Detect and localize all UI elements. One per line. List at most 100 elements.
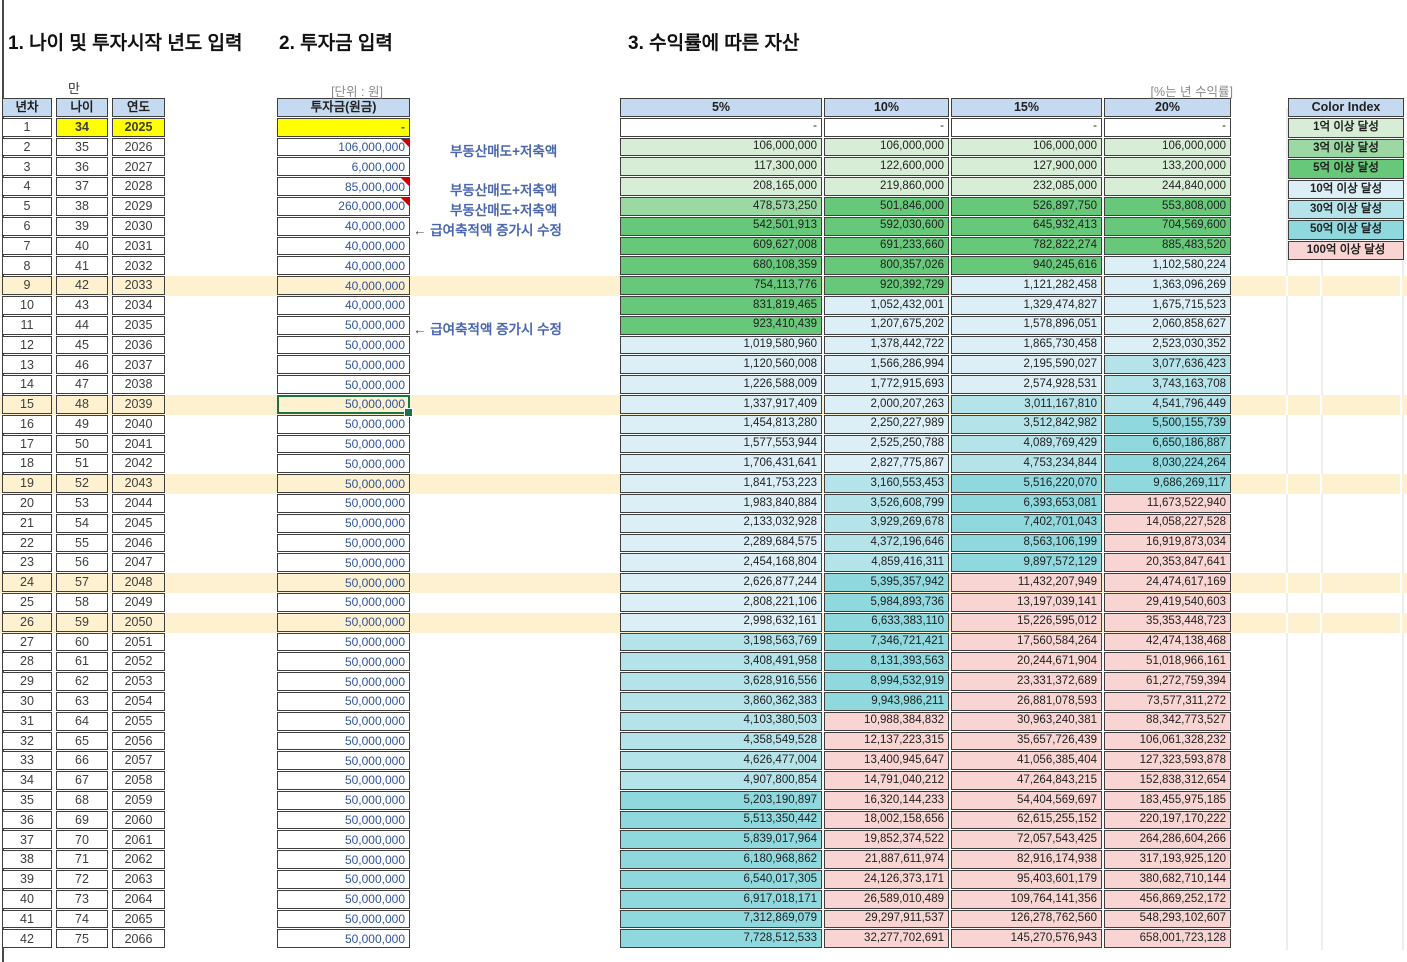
asset-value-cell[interactable]: 5,839,017,964 xyxy=(620,830,822,850)
age-cell[interactable]: 39 xyxy=(56,216,108,236)
year-number-cell[interactable]: 42 xyxy=(2,929,52,949)
calendar-year-cell[interactable]: 2032 xyxy=(112,256,165,276)
asset-value-cell[interactable]: 380,682,710,144 xyxy=(1104,870,1231,889)
investment-cell[interactable]: 85,000,000 xyxy=(277,177,410,196)
asset-value-cell[interactable]: 264,286,604,266 xyxy=(1104,830,1231,850)
calendar-year-cell[interactable]: 2030 xyxy=(112,216,165,236)
age-cell[interactable]: 62 xyxy=(56,672,108,691)
age-cell[interactable]: 67 xyxy=(56,771,108,790)
year-number-cell[interactable]: 8 xyxy=(2,256,52,276)
asset-value-cell[interactable]: 8,563,106,199 xyxy=(951,533,1102,553)
year-number-cell[interactable]: 11 xyxy=(2,315,52,335)
asset-value-cell[interactable]: 13,400,945,647 xyxy=(824,751,949,771)
asset-value-cell[interactable]: 4,089,769,429 xyxy=(951,434,1102,454)
year-number-cell[interactable]: 28 xyxy=(2,652,52,672)
calendar-year-cell[interactable]: 2059 xyxy=(112,790,165,810)
year-number-cell[interactable]: 10 xyxy=(2,295,52,315)
investment-cell[interactable]: - xyxy=(277,117,410,137)
investment-cell[interactable]: 50,000,000 xyxy=(277,711,410,731)
asset-value-cell[interactable]: 23,331,372,689 xyxy=(951,672,1102,691)
asset-value-cell[interactable]: 1,052,432,001 xyxy=(824,295,949,315)
investment-cell[interactable]: 50,000,000 xyxy=(277,771,410,790)
asset-value-cell[interactable]: 1,226,588,009 xyxy=(620,375,822,394)
year-number-cell[interactable]: 37 xyxy=(2,830,52,850)
asset-value-cell[interactable]: 7,728,512,533 xyxy=(620,929,822,949)
investment-cell[interactable]: 50,000,000 xyxy=(277,375,410,394)
asset-value-cell[interactable]: 127,323,593,878 xyxy=(1104,751,1231,771)
asset-value-cell[interactable]: 11,432,207,949 xyxy=(951,573,1102,592)
age-cell[interactable]: 45 xyxy=(56,335,108,355)
investment-cell[interactable]: 50,000,000 xyxy=(277,553,410,573)
asset-value-cell[interactable]: 183,455,975,185 xyxy=(1104,790,1231,810)
asset-value-cell[interactable]: 3,408,491,958 xyxy=(620,652,822,672)
year-number-cell[interactable]: 5 xyxy=(2,196,52,216)
asset-value-cell[interactable]: 1,577,553,944 xyxy=(620,434,822,454)
asset-value-cell[interactable]: 106,000,000 xyxy=(1104,137,1231,157)
asset-value-cell[interactable]: 3,011,167,810 xyxy=(951,394,1102,414)
asset-value-cell[interactable]: 106,000,000 xyxy=(824,137,949,157)
asset-value-cell[interactable]: 106,000,000 xyxy=(951,137,1102,157)
calendar-year-cell[interactable]: 2060 xyxy=(112,810,165,830)
age-cell[interactable]: 71 xyxy=(56,850,108,870)
calendar-year-cell[interactable]: 2031 xyxy=(112,236,165,256)
calendar-year-cell[interactable]: 2050 xyxy=(112,612,165,632)
calendar-year-cell[interactable]: 2054 xyxy=(112,691,165,711)
age-cell[interactable]: 46 xyxy=(56,355,108,375)
age-cell[interactable]: 50 xyxy=(56,434,108,454)
calendar-year-cell[interactable]: 2058 xyxy=(112,771,165,790)
asset-value-cell[interactable]: - xyxy=(1104,117,1231,137)
year-number-cell[interactable]: 29 xyxy=(2,672,52,691)
asset-value-cell[interactable]: 2,998,632,161 xyxy=(620,612,822,632)
asset-value-cell[interactable]: 691,233,660 xyxy=(824,236,949,256)
year-number-cell[interactable]: 1 xyxy=(2,117,52,137)
asset-value-cell[interactable]: 1,378,442,722 xyxy=(824,335,949,355)
asset-value-cell[interactable]: - xyxy=(951,117,1102,137)
age-cell[interactable]: 73 xyxy=(56,889,108,909)
asset-value-cell[interactable]: 4,541,796,449 xyxy=(1104,394,1231,414)
asset-value-cell[interactable]: 152,838,312,654 xyxy=(1104,771,1231,790)
year-number-cell[interactable]: 18 xyxy=(2,454,52,474)
calendar-year-cell[interactable]: 2056 xyxy=(112,731,165,751)
asset-value-cell[interactable]: 14,058,227,528 xyxy=(1104,513,1231,533)
asset-value-cell[interactable]: 526,897,750 xyxy=(951,196,1102,216)
asset-value-cell[interactable]: 12,137,223,315 xyxy=(824,731,949,751)
asset-value-cell[interactable]: 41,056,385,404 xyxy=(951,751,1102,771)
asset-value-cell[interactable]: 478,573,250 xyxy=(620,196,822,216)
asset-value-cell[interactable]: 122,600,000 xyxy=(824,157,949,177)
calendar-year-cell[interactable]: 2029 xyxy=(112,196,165,216)
asset-value-cell[interactable]: 8,994,532,919 xyxy=(824,672,949,691)
asset-value-cell[interactable]: 24,474,617,169 xyxy=(1104,573,1231,592)
asset-value-cell[interactable]: 4,859,416,311 xyxy=(824,553,949,573)
asset-value-cell[interactable]: 2,827,775,867 xyxy=(824,454,949,474)
asset-value-cell[interactable]: 13,197,039,141 xyxy=(951,592,1102,612)
calendar-year-cell[interactable]: 2041 xyxy=(112,434,165,454)
calendar-year-cell[interactable]: 2063 xyxy=(112,870,165,889)
asset-value-cell[interactable]: 754,113,776 xyxy=(620,276,822,295)
asset-value-cell[interactable]: 1,363,096,269 xyxy=(1104,276,1231,295)
calendar-year-cell[interactable]: 2027 xyxy=(112,157,165,177)
investment-cell[interactable]: 50,000,000 xyxy=(277,493,410,513)
year-number-cell[interactable]: 6 xyxy=(2,216,52,236)
calendar-year-cell[interactable]: 2052 xyxy=(112,652,165,672)
asset-value-cell[interactable]: 704,569,600 xyxy=(1104,216,1231,236)
asset-value-cell[interactable]: 54,404,569,697 xyxy=(951,790,1102,810)
calendar-year-cell[interactable]: 2055 xyxy=(112,711,165,731)
asset-value-cell[interactable]: 232,085,000 xyxy=(951,177,1102,196)
year-number-cell[interactable]: 2 xyxy=(2,137,52,157)
asset-value-cell[interactable]: 1,841,753,223 xyxy=(620,474,822,493)
asset-value-cell[interactable]: 1,454,813,280 xyxy=(620,414,822,434)
asset-value-cell[interactable]: 1,578,896,051 xyxy=(951,315,1102,335)
asset-value-cell[interactable]: 5,395,357,942 xyxy=(824,573,949,592)
investment-cell[interactable]: 50,000,000 xyxy=(277,652,410,672)
asset-value-cell[interactable]: 4,753,234,844 xyxy=(951,454,1102,474)
calendar-year-cell[interactable]: 2057 xyxy=(112,751,165,771)
asset-value-cell[interactable]: 16,320,144,233 xyxy=(824,790,949,810)
year-number-cell[interactable]: 24 xyxy=(2,573,52,592)
asset-value-cell[interactable]: - xyxy=(824,117,949,137)
investment-cell[interactable]: 6,000,000 xyxy=(277,157,410,177)
asset-value-cell[interactable]: 3,077,636,423 xyxy=(1104,355,1231,375)
year-number-cell[interactable]: 33 xyxy=(2,751,52,771)
asset-value-cell[interactable]: 645,932,413 xyxy=(951,216,1102,236)
asset-value-cell[interactable]: 501,846,000 xyxy=(824,196,949,216)
age-cell[interactable]: 66 xyxy=(56,751,108,771)
